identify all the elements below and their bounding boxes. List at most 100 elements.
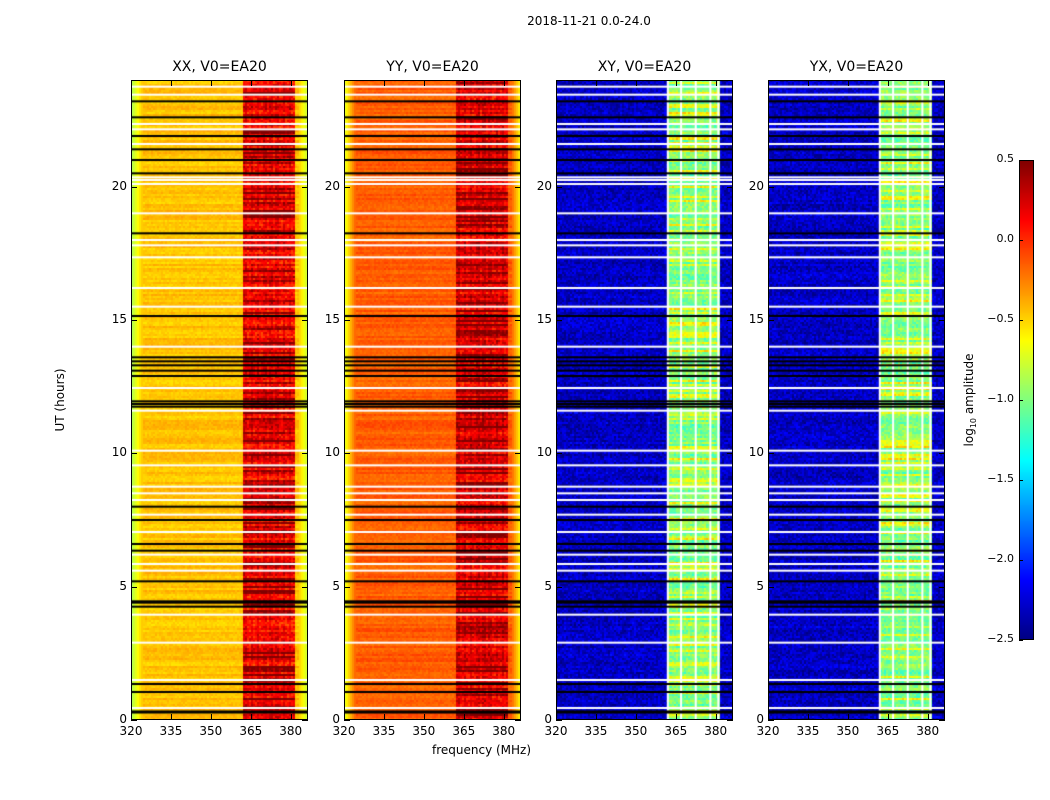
y-tick-label: 15 [111, 312, 127, 326]
x-tick-label: 335 [796, 724, 820, 738]
y-tick-mark [768, 453, 774, 455]
y-tick-mark [131, 720, 137, 721]
x-tick-mark [423, 714, 425, 720]
x-tick-mark [210, 80, 212, 86]
y-tick-mark [515, 720, 521, 721]
panel-title: YY, V0=EA20 [386, 59, 479, 75]
heatmap-image [768, 80, 945, 720]
x-tick-mark [383, 80, 385, 86]
y-tick-mark [344, 453, 350, 455]
y-tick-mark [556, 453, 562, 455]
x-tick-mark [344, 80, 345, 86]
colorbar-tick-label: −0.5 [987, 312, 1014, 325]
heatmap-panel-3 [556, 80, 733, 721]
x-tick-label: 320 [332, 724, 356, 738]
y-tick-label: 5 [544, 578, 552, 593]
x-tick-mark [131, 714, 132, 720]
y-tick-mark [768, 186, 774, 188]
y-tick-mark [302, 586, 308, 588]
y-tick-label: 10 [111, 445, 127, 460]
colorbar-tick-mark [1019, 480, 1023, 481]
x-tick-mark [250, 80, 252, 86]
x-tick-mark [715, 714, 717, 720]
x-tick-mark [170, 714, 172, 720]
heatmap-panel-4 [768, 80, 945, 721]
x-tick-label: 365 [452, 724, 476, 738]
figure-title: 2018-11-21 0.0-24.0 [527, 14, 651, 28]
x-tick-mark [675, 80, 677, 86]
x-tick-label: 320 [756, 724, 780, 738]
x-tick-mark [423, 80, 425, 86]
panel-title: XY, V0=EA20 [597, 59, 692, 75]
y-tick-mark [131, 586, 137, 588]
y-tick-mark [556, 186, 562, 188]
colorbar-tick-label: −1.5 [987, 472, 1014, 485]
colorbar-tick-label: −2.0 [987, 552, 1014, 565]
y-tick-label: 0 [332, 712, 340, 726]
y-tick-label: 5 [119, 578, 127, 593]
x-tick-mark [503, 714, 505, 720]
heatmap-image [344, 80, 521, 720]
y-tick-mark [556, 320, 562, 321]
colorbar-tick-label: −1.0 [987, 392, 1014, 405]
colorbar-tick-label: −2.5 [987, 632, 1014, 645]
x-tick-mark [847, 80, 849, 86]
heatmap-panel-1 [131, 80, 308, 721]
x-tick-mark [290, 80, 292, 86]
heatmap-image [556, 80, 733, 720]
y-tick-mark [344, 186, 350, 188]
x-tick-mark [344, 714, 345, 720]
y-tick-mark [727, 186, 733, 188]
y-tick-label: 20 [324, 178, 340, 193]
x-tick-label: 365 [239, 724, 263, 738]
y-tick-mark [556, 720, 562, 721]
y-tick-label: 20 [536, 178, 552, 193]
colorbar-tick-mark [1019, 640, 1023, 641]
y-tick-mark [131, 186, 137, 188]
colorbar-gradient [1019, 160, 1034, 640]
y-tick-label: 15 [748, 312, 764, 326]
y-tick-mark [515, 453, 521, 455]
y-tick-mark [131, 320, 137, 321]
x-tick-label: 320 [119, 724, 143, 738]
y-tick-mark [939, 453, 945, 455]
colorbar-tick-mark [1019, 320, 1023, 321]
x-tick-label: 335 [159, 724, 183, 738]
y-tick-label: 15 [324, 312, 340, 326]
x-tick-label: 365 [876, 724, 900, 738]
x-tick-mark [131, 80, 132, 86]
y-tick-mark [515, 320, 521, 321]
x-tick-mark [768, 80, 769, 86]
x-tick-mark [927, 714, 929, 720]
x-tick-label: 350 [624, 724, 648, 738]
x-tick-label: 335 [372, 724, 396, 738]
x-tick-mark [887, 80, 889, 86]
y-tick-mark [515, 186, 521, 188]
x-tick-mark [715, 80, 717, 86]
x-tick-mark [463, 714, 465, 720]
y-tick-mark [768, 720, 774, 721]
x-tick-mark [556, 80, 557, 86]
y-axis-label: UT (hours) [53, 368, 67, 432]
y-tick-label: 5 [756, 578, 764, 593]
x-tick-label: 350 [412, 724, 436, 738]
y-tick-mark [939, 320, 945, 321]
panel-title: XX, V0=EA20 [172, 59, 267, 75]
y-tick-mark [515, 586, 521, 588]
y-tick-label: 0 [119, 712, 127, 726]
x-tick-mark [635, 80, 637, 86]
x-tick-mark [847, 714, 849, 720]
x-tick-mark [383, 714, 385, 720]
x-tick-label: 380 [492, 724, 516, 738]
y-tick-label: 10 [748, 445, 764, 460]
x-tick-mark [635, 714, 637, 720]
x-tick-mark [595, 80, 597, 86]
y-tick-mark [131, 453, 137, 455]
x-tick-mark [675, 714, 677, 720]
colorbar-label: log10 amplitude [961, 353, 979, 447]
y-tick-mark [344, 320, 350, 321]
x-tick-mark [556, 714, 557, 720]
y-tick-mark [556, 586, 562, 588]
y-tick-mark [939, 586, 945, 588]
y-tick-label: 10 [536, 445, 552, 460]
